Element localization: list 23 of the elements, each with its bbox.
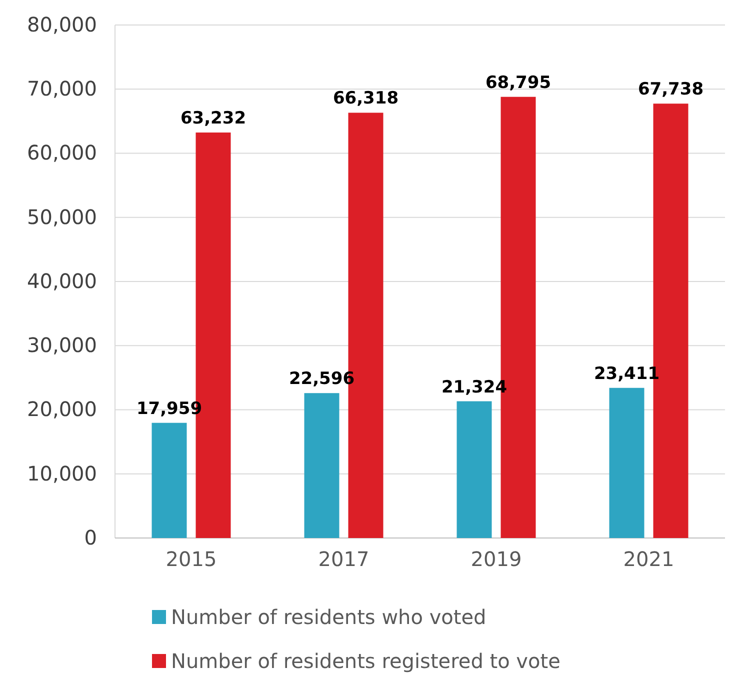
data-label: 63,232 xyxy=(180,108,246,129)
data-label: 67,738 xyxy=(638,80,704,100)
data-label: 66,318 xyxy=(332,88,399,109)
legend-label: Number of residents registered to vote xyxy=(171,649,560,673)
y-tick-label: 30,000 xyxy=(27,333,97,358)
bar xyxy=(456,401,492,538)
x-tick-label: 2021 xyxy=(623,547,674,572)
y-tick-label: 0 xyxy=(84,525,97,550)
y-tick-label: 10,000 xyxy=(27,461,97,486)
x-tick-label: 2015 xyxy=(166,547,217,572)
data-label: 68,795 xyxy=(485,72,552,93)
y-tick-label: 50,000 xyxy=(27,204,97,229)
bar xyxy=(152,422,187,538)
y-tick-label: 70,000 xyxy=(27,76,97,101)
legend-label: Number of residents who voted xyxy=(171,605,486,629)
y-tick-label: 40,000 xyxy=(27,268,97,293)
x-tick-label: 2019 xyxy=(470,547,522,572)
bar xyxy=(609,388,644,538)
y-tick-label: 60,000 xyxy=(27,140,97,165)
y-tick-label: 80,000 xyxy=(27,12,97,36)
bar xyxy=(304,393,340,538)
x-tick-label: 2017 xyxy=(318,547,370,572)
y-tick-label: 20,000 xyxy=(27,397,97,422)
